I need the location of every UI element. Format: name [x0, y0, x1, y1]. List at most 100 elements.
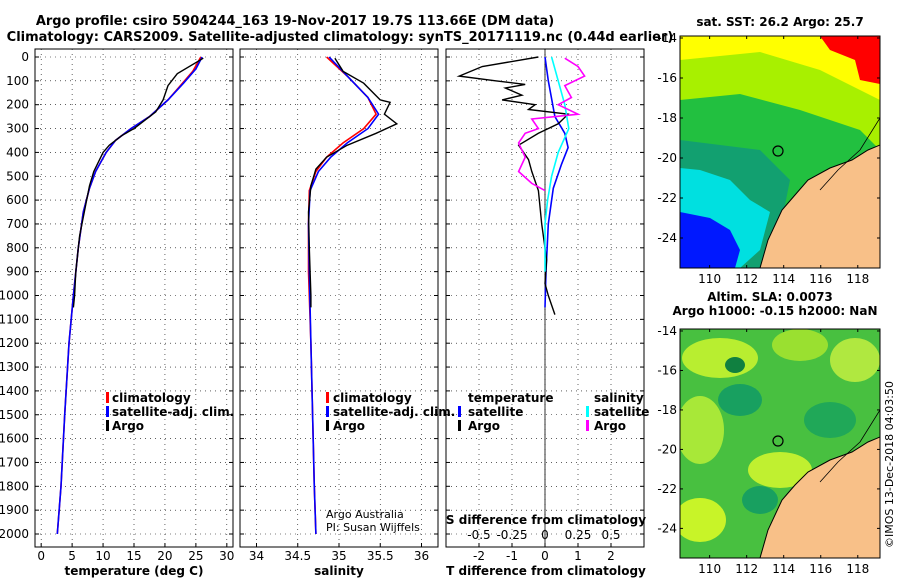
legend-swatch-climatology — [326, 392, 329, 403]
legend-label: satellite-adj. clim. — [333, 405, 455, 419]
map-y-tick-label: -22 — [657, 482, 677, 496]
x-tick-label: 36 — [414, 549, 429, 563]
sla-low-blob — [725, 357, 745, 373]
sla-low-blob — [804, 402, 856, 438]
map-y-tick-label: -16 — [657, 363, 677, 377]
y-tick-label: 1800 — [0, 479, 29, 493]
salinity-xlabel: salinity — [314, 564, 364, 578]
map-y-tick-label: -20 — [657, 442, 677, 456]
map-y-tick-label: -24 — [657, 231, 677, 245]
y-tick-label: 700 — [6, 217, 29, 231]
series-line — [307, 56, 380, 535]
map-y-tick-label: -14 — [657, 31, 677, 45]
legend-label: satellite — [468, 405, 523, 419]
sst-map-axes: 110 112 114 116 118 -14 -16 -18 -20 -22 -24 — [657, 31, 880, 286]
series-line — [456, 56, 570, 315]
y-tick-label: 1200 — [0, 336, 29, 350]
sla-map-frame — [679, 328, 881, 559]
legend-label: satellite — [594, 405, 649, 419]
x-tick-label: 20 — [157, 549, 172, 563]
sla-map-title-line1: Altim. SLA: 0.0073 — [707, 290, 833, 304]
y-tick-label: 1900 — [0, 503, 29, 517]
legend-header-temperature: temperature — [468, 391, 553, 405]
y-tick-label: 900 — [6, 265, 29, 279]
sst-map — [680, 36, 880, 268]
sla-high-blob — [682, 338, 758, 378]
sla-map-title-line2: Argo h1000: -0.15 h2000: NaN — [672, 304, 877, 318]
sst-argo-marker — [772, 145, 784, 157]
y-tick-label: 200 — [6, 98, 29, 112]
legend-swatch-s-argo — [586, 420, 589, 431]
legend-label: Argo — [468, 419, 500, 433]
sla-high-blob — [772, 329, 828, 361]
sst-map-title: sat. SST: 26.2 Argo: 25.7 — [696, 15, 863, 29]
y-tick-label: 1100 — [0, 312, 29, 326]
map-y-tick-label: -18 — [657, 111, 677, 125]
sla-low-blob — [742, 486, 778, 514]
map-x-tick-label: 116 — [809, 562, 832, 576]
s-tick-label: 0 — [541, 528, 549, 542]
legend-swatch-t-argo — [458, 420, 461, 431]
difference-series — [456, 56, 586, 315]
figure-title-line1: Argo profile: csiro 5904244_163 19-Nov-2… — [36, 14, 554, 29]
legend-header-salinity: salinity — [594, 391, 644, 405]
sst-hottest-zone — [820, 36, 880, 84]
x-tick-label: 2 — [607, 549, 615, 563]
legend-swatch-satellite — [326, 406, 329, 417]
depth-tick-labels: 0 100 200 300 400 500 600 700 800 900 1000 1100 1200… — [0, 50, 29, 541]
sla-low-blob — [718, 384, 762, 416]
y-tick-label: 2000 — [0, 527, 29, 541]
map-y-tick-label: -14 — [657, 324, 677, 338]
y-tick-label: 800 — [6, 241, 29, 255]
legend-label: climatology — [112, 391, 191, 405]
legend-swatch-climatology — [106, 392, 109, 403]
y-tick-label: 1500 — [0, 408, 29, 422]
t-difference-xlabel: T difference from climatology — [446, 564, 646, 578]
s-tick-label: -0.5 — [467, 528, 490, 542]
map-y-tick-label: -20 — [657, 151, 677, 165]
map-y-tick-label: -18 — [657, 403, 677, 417]
temperature-tick-labels: 0 5 10 15 20 25 30 — [37, 549, 234, 563]
temperature-grid — [35, 49, 233, 547]
sla-land — [759, 436, 880, 558]
y-tick-label: 1000 — [0, 289, 29, 303]
map-x-tick-label: 112 — [735, 272, 758, 286]
legend-swatch-t-satellite — [458, 406, 461, 417]
y-tick-label: 0 — [21, 50, 29, 64]
x-tick-label: -2 — [473, 549, 485, 563]
map-x-tick-label: 112 — [735, 562, 758, 576]
sst-coldest-zone — [680, 212, 740, 268]
x-tick-label: 1 — [574, 549, 582, 563]
legend-swatch-argo — [106, 420, 109, 431]
x-tick-label: 25 — [188, 549, 203, 563]
x-tick-label: 34.5 — [284, 549, 311, 563]
s-tick-label: 0.25 — [565, 528, 592, 542]
sst-map-frame — [679, 35, 881, 269]
sla-high-blob — [680, 396, 724, 464]
x-tick-label: 0 — [541, 549, 549, 563]
map-x-tick-label: 116 — [809, 272, 832, 286]
y-tick-label: 600 — [6, 193, 29, 207]
y-tick-label: 400 — [6, 145, 29, 159]
x-tick-label: 35.5 — [367, 549, 394, 563]
temperature-panel-frame — [34, 48, 234, 548]
y-tick-label: 1300 — [0, 360, 29, 374]
sla-map-axes: 110 112 114 116 118 -14 -16 -18 -20 -22 -24 — [657, 324, 880, 576]
y-tick-label: 300 — [6, 122, 29, 136]
salinity-series — [307, 56, 399, 535]
series-line — [307, 57, 399, 308]
sla-high-blob — [748, 452, 812, 488]
x-tick-label: 15 — [126, 549, 141, 563]
salinity-panel-frame — [239, 48, 439, 548]
y-tick-label: 1600 — [0, 432, 29, 446]
map-y-tick-label: -16 — [657, 71, 677, 85]
s-tick-label: -0.25 — [496, 528, 527, 542]
x-tick-label: 35 — [331, 549, 346, 563]
s-difference-label: S difference from climatology — [446, 513, 646, 527]
x-tick-label: 0 — [37, 549, 45, 563]
difference-grid — [446, 49, 644, 547]
map-x-tick-label: 118 — [846, 562, 869, 576]
annotation-pi: PI: Susan Wijffels — [326, 521, 420, 534]
difference-legend: temperature salinity satellite Argo sate… — [458, 391, 649, 433]
